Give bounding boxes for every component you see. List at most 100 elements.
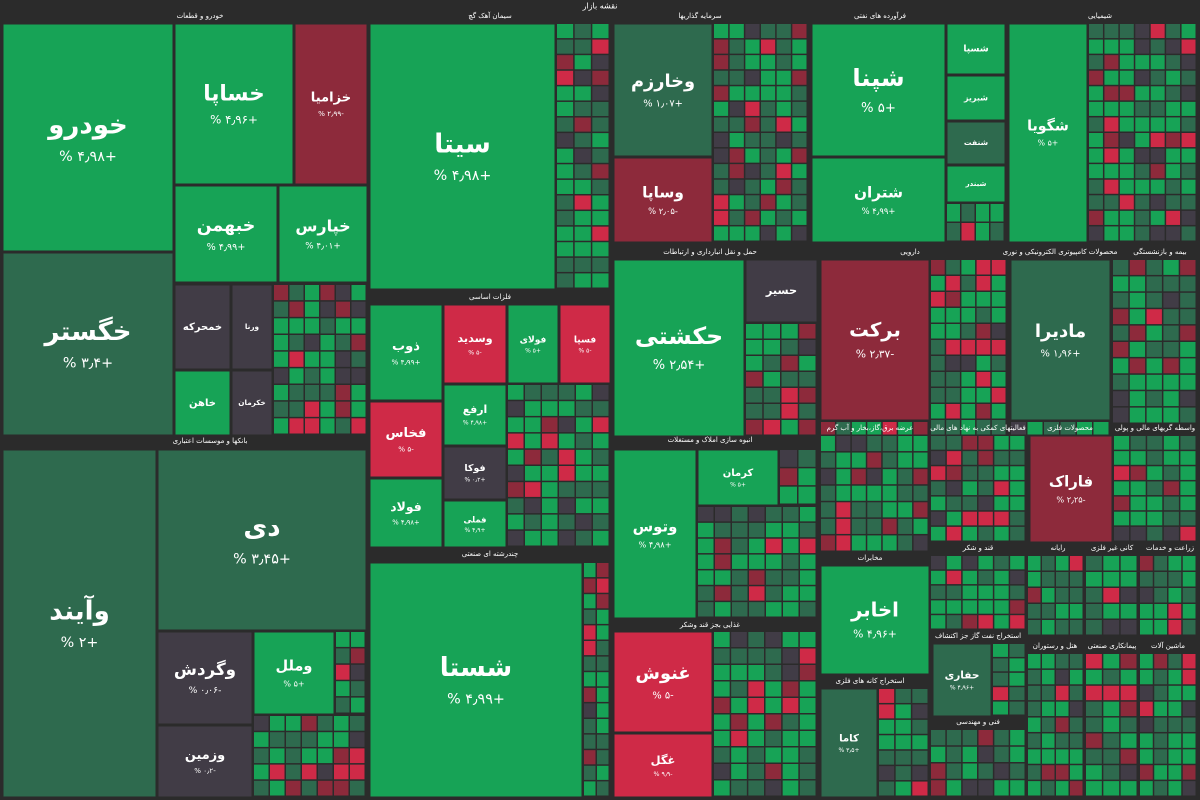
small-tile	[761, 133, 776, 148]
small-tile	[1150, 70, 1165, 85]
small-tile	[776, 70, 791, 85]
small-tile	[286, 764, 301, 780]
small-tile	[1042, 781, 1055, 796]
small-tile	[715, 522, 731, 538]
small-tile	[1146, 276, 1162, 292]
small-tile	[714, 747, 730, 763]
small-tile	[559, 466, 575, 481]
small-tile	[254, 780, 269, 796]
small-tile	[305, 318, 319, 334]
small-tile	[978, 730, 993, 746]
small-tile	[962, 570, 977, 585]
small-tile	[1009, 687, 1025, 701]
small-tile	[1150, 24, 1165, 39]
small-tile	[576, 466, 592, 481]
tile-name: شسپا	[963, 45, 988, 55]
small-tile	[574, 211, 591, 226]
small-tile	[1180, 276, 1196, 292]
small-tile	[559, 449, 575, 465]
small-tile	[1070, 781, 1083, 796]
tile	[507, 304, 559, 384]
small-tile	[714, 632, 730, 647]
small-tile	[336, 351, 350, 367]
small-tile	[946, 746, 962, 762]
small-tile	[732, 586, 748, 601]
small-tile	[1129, 292, 1146, 308]
small-tile	[574, 164, 591, 179]
small-tile	[1086, 572, 1102, 587]
small-tile	[798, 486, 816, 504]
small-tile	[305, 285, 319, 301]
small-tile	[1163, 436, 1179, 450]
small-tile	[1070, 669, 1083, 685]
small-tile	[336, 285, 350, 301]
small-tile	[745, 133, 760, 148]
small-tile	[1168, 572, 1182, 587]
tile	[1008, 23, 1088, 243]
small-tile	[1166, 133, 1181, 148]
small-tile	[1180, 309, 1196, 325]
small-tile	[336, 418, 350, 434]
small-tile	[1042, 765, 1055, 780]
small-tile	[525, 514, 541, 530]
small-tile	[761, 39, 776, 54]
tile-name: ارفع	[463, 403, 488, 416]
small-tile	[1056, 556, 1069, 571]
small-tile	[334, 732, 349, 747]
small-tile	[1086, 620, 1102, 635]
small-tile	[783, 570, 799, 585]
small-tile	[557, 117, 574, 132]
small-tile	[1086, 556, 1102, 571]
sector-title: استخراج نفت گاز جز اکتشاف	[935, 631, 1021, 640]
small-tile	[559, 498, 575, 514]
small-tile	[882, 502, 897, 518]
small-tile	[1010, 600, 1025, 614]
small-tile	[962, 730, 977, 746]
tile-change: -۲٫۲۵ %	[1056, 495, 1085, 505]
small-tile	[1135, 226, 1150, 241]
small-tile	[867, 452, 882, 468]
small-tile	[1103, 556, 1120, 571]
small-tile	[766, 586, 782, 601]
tile-change: +۴٫۹۸ %	[392, 518, 420, 526]
small-tile	[799, 356, 816, 371]
small-tile	[962, 780, 977, 796]
small-tile	[593, 482, 609, 497]
tile-name: فملی	[464, 515, 487, 525]
tile-name: خاهن	[189, 398, 216, 409]
small-tile	[584, 703, 596, 718]
small-tile	[879, 750, 895, 765]
small-tile	[761, 55, 776, 70]
small-tile	[731, 714, 747, 730]
small-tile	[749, 507, 765, 522]
small-tile	[542, 417, 558, 433]
small-tile	[574, 133, 591, 148]
tile-name: مادیرا	[1035, 321, 1086, 342]
small-tile	[574, 86, 591, 101]
small-tile	[1056, 669, 1069, 685]
tile-name: شتران	[854, 184, 903, 202]
small-tile	[931, 340, 945, 355]
small-tile	[1103, 781, 1120, 796]
small-tile	[336, 697, 350, 713]
small-tile	[1119, 70, 1134, 85]
small-tile	[776, 86, 791, 101]
tile-name: خزامیا	[311, 91, 351, 106]
small-tile	[749, 586, 765, 601]
small-tile	[1042, 654, 1055, 669]
small-tile	[946, 600, 962, 614]
small-tile	[597, 563, 609, 578]
small-tile	[745, 70, 760, 85]
small-tile	[1104, 55, 1119, 70]
small-tile	[748, 632, 764, 647]
small-tile	[867, 436, 882, 452]
small-tile	[882, 422, 897, 435]
small-tile	[763, 324, 780, 339]
small-tile	[882, 518, 897, 534]
small-tile	[792, 86, 807, 101]
small-tile	[867, 535, 882, 551]
small-tile	[1113, 260, 1129, 275]
small-tile	[792, 164, 807, 179]
small-tile	[1181, 164, 1196, 179]
